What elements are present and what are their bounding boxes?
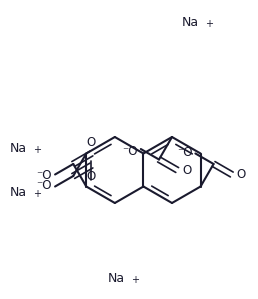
Text: Na: Na [182, 16, 199, 28]
Text: ⁻O: ⁻O [37, 179, 52, 192]
Text: O: O [237, 168, 246, 181]
Text: +: + [33, 189, 41, 199]
Text: Na: Na [10, 185, 27, 199]
Text: ⁻O: ⁻O [122, 144, 138, 158]
Text: Na: Na [108, 271, 125, 285]
Text: +: + [33, 145, 41, 155]
Text: ⁻O: ⁻O [177, 146, 192, 159]
Text: O: O [87, 136, 96, 150]
Text: +: + [131, 275, 139, 285]
Text: ⁻O: ⁻O [37, 169, 52, 182]
Text: O: O [182, 164, 191, 176]
Text: +: + [205, 19, 213, 29]
Text: Na: Na [10, 141, 27, 155]
Text: O: O [87, 170, 96, 182]
